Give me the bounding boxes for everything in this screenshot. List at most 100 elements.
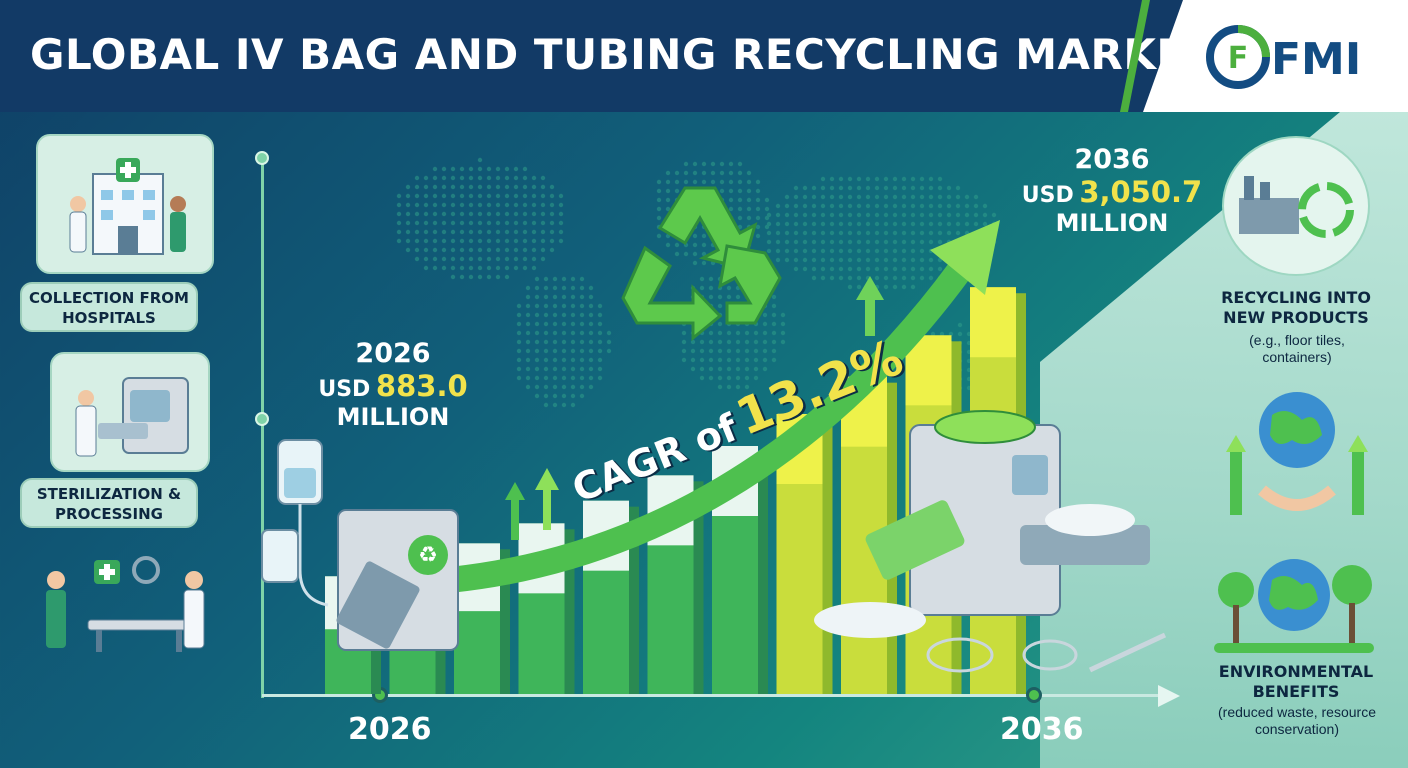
map-dot xyxy=(579,330,585,336)
map-dot xyxy=(432,229,438,235)
map-dot xyxy=(784,203,790,209)
map-dot xyxy=(552,312,558,318)
map-dot xyxy=(708,366,714,372)
map-dot xyxy=(735,294,741,300)
fmi-logo-icon: F xyxy=(1206,25,1270,89)
map-dot xyxy=(486,274,492,280)
map-dot xyxy=(919,176,925,182)
map-dot xyxy=(531,193,537,199)
map-dot xyxy=(955,230,961,236)
map-dot xyxy=(525,366,531,372)
map-dot xyxy=(865,212,871,218)
map-dot xyxy=(874,266,880,272)
map-dot xyxy=(690,339,696,345)
map-dot xyxy=(699,357,705,363)
map-dot xyxy=(719,170,725,176)
map-dot xyxy=(919,248,925,254)
map-dot xyxy=(820,185,826,191)
map-dot xyxy=(540,220,546,226)
map-dot xyxy=(588,294,594,300)
map-dot xyxy=(829,176,835,182)
map-dot xyxy=(525,294,531,300)
map-dot xyxy=(762,357,768,363)
map-dot xyxy=(486,238,492,244)
map-dot xyxy=(847,275,853,281)
map-dot xyxy=(883,275,889,281)
map-dot xyxy=(901,221,907,227)
map-dot xyxy=(552,276,558,282)
map-dot xyxy=(495,274,501,280)
up-arrow-icon xyxy=(505,468,559,540)
map-dot xyxy=(910,221,916,227)
map-dot xyxy=(495,247,501,253)
map-dot xyxy=(588,303,594,309)
map-dot xyxy=(665,206,671,212)
map-dot xyxy=(522,220,528,226)
map-dot xyxy=(579,303,585,309)
map-dot xyxy=(755,224,761,230)
map-dot xyxy=(755,233,761,239)
map-dot xyxy=(543,330,549,336)
start-currency: USD xyxy=(318,377,371,402)
bar-side xyxy=(758,452,768,694)
map-dot xyxy=(561,402,567,408)
map-dot xyxy=(534,339,540,345)
map-dot xyxy=(570,330,576,336)
map-dot xyxy=(726,384,732,390)
map-dot xyxy=(735,339,741,345)
map-dot xyxy=(531,184,537,190)
map-dot xyxy=(522,193,528,199)
map-dot xyxy=(775,239,781,245)
map-dot xyxy=(829,221,835,227)
map-dot xyxy=(690,366,696,372)
map-dot xyxy=(405,184,411,190)
map-dot xyxy=(432,265,438,271)
map-dot xyxy=(495,238,501,244)
map-dot xyxy=(534,276,540,282)
start-unit: MILLION xyxy=(336,403,450,431)
map-dot xyxy=(513,175,519,181)
map-dot xyxy=(552,384,558,390)
map-dot xyxy=(883,221,889,227)
map-dot xyxy=(771,339,777,345)
map-dot xyxy=(737,161,743,167)
x-axis-line xyxy=(262,694,1162,697)
map-dot xyxy=(793,212,799,218)
map-dot xyxy=(468,220,474,226)
map-dot xyxy=(744,375,750,381)
map-dot xyxy=(829,266,835,272)
map-dot xyxy=(820,266,826,272)
map-dot xyxy=(561,339,567,345)
map-dot xyxy=(606,348,612,354)
map-dot xyxy=(928,203,934,209)
map-dot xyxy=(423,256,429,262)
factory-icon xyxy=(1239,176,1299,234)
map-dot xyxy=(522,175,528,181)
map-dot xyxy=(692,251,698,257)
map-dot xyxy=(683,179,689,185)
map-dot xyxy=(753,348,759,354)
map-dot xyxy=(525,321,531,327)
map-dot xyxy=(477,256,483,262)
map-dot xyxy=(735,384,741,390)
map-dot xyxy=(552,357,558,363)
map-dot xyxy=(892,257,898,263)
map-dot xyxy=(865,194,871,200)
map-dot xyxy=(919,185,925,191)
map-dot xyxy=(579,276,585,282)
map-dot xyxy=(525,348,531,354)
map-dot xyxy=(531,247,537,253)
map-dot xyxy=(692,233,698,239)
map-dot xyxy=(432,238,438,244)
map-dot xyxy=(930,331,936,337)
map-dot xyxy=(771,303,777,309)
map-dot xyxy=(892,176,898,182)
map-dot xyxy=(597,375,603,381)
map-dot xyxy=(955,221,961,227)
map-dot xyxy=(468,193,474,199)
map-dot xyxy=(771,357,777,363)
map-dot xyxy=(531,211,537,217)
benefit-title-environmental: ENVIRONMENTAL BENEFITS xyxy=(1218,662,1374,701)
map-dot xyxy=(737,206,743,212)
map-dot xyxy=(865,230,871,236)
